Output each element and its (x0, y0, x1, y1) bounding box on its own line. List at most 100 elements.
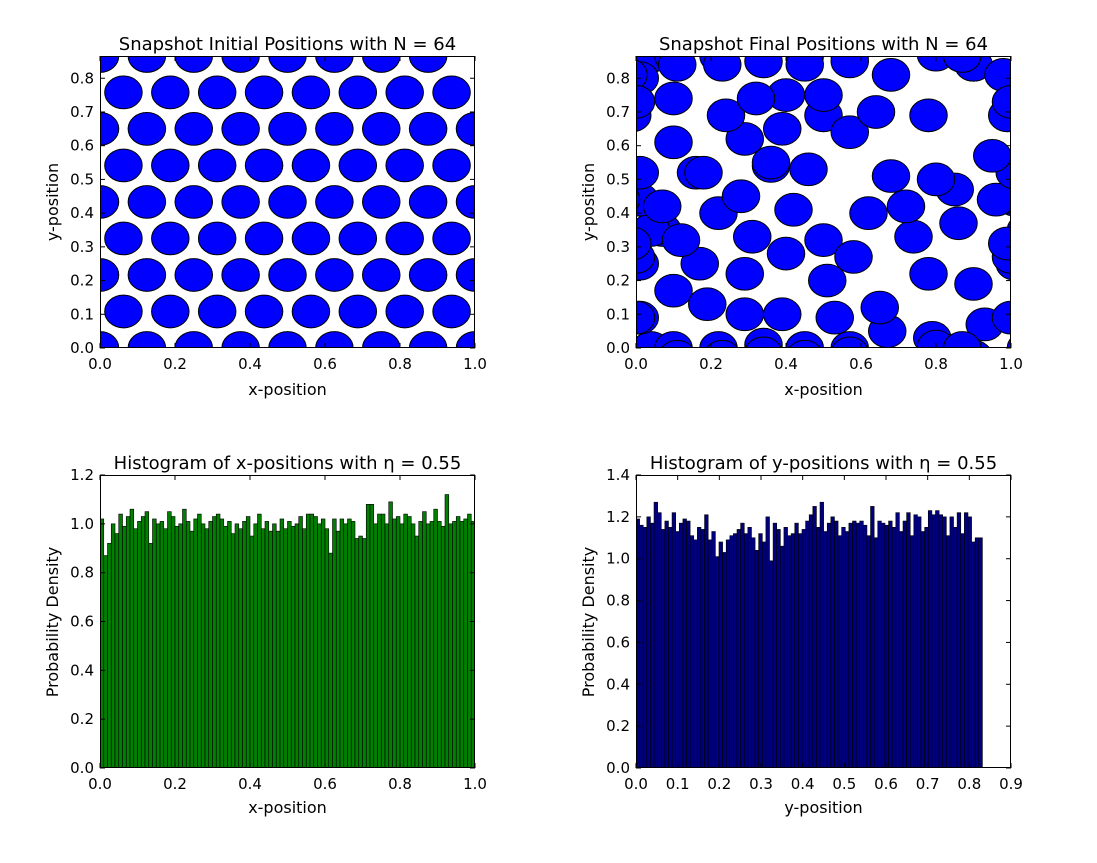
y-tick-label: 0.0 (606, 759, 630, 777)
initial-positions-chart: 0.0 0.2 0.4 0.6 0.8 1.0 0.0 0.1 0.2 0.3 0.4 0.5 0.6 0… (43, 34, 487, 399)
histogram-bar (707, 539, 713, 768)
histogram-bar (639, 524, 644, 768)
x-tick-label: 0.6 (849, 355, 873, 373)
histogram-bar (152, 518, 157, 768)
particle-marker (939, 206, 978, 241)
histogram-bar (118, 513, 123, 768)
histogram-bar (650, 522, 655, 768)
particle-marker (432, 75, 471, 110)
particle-marker (636, 59, 648, 91)
histogram-bar (219, 518, 225, 768)
x-tick-label: 0.0 (624, 355, 648, 373)
particle-marker (973, 138, 1011, 173)
particle-marker (991, 300, 1011, 335)
histogram-bar (780, 545, 785, 768)
histogram-bar (395, 516, 401, 768)
particle-marker (886, 189, 926, 224)
histogram-bar (801, 529, 806, 768)
y-tick-label: 0.0 (606, 339, 630, 357)
particle-marker (338, 148, 378, 183)
y-tick-label: 1.4 (606, 466, 630, 484)
histogram-bar (787, 535, 792, 768)
particle-marker (725, 297, 764, 332)
histogram-bar (208, 521, 213, 768)
histogram-bar (418, 521, 423, 768)
particle-marker (909, 98, 948, 133)
x-tick-label: 0.6 (313, 775, 337, 793)
histogram-bar (129, 508, 135, 768)
particle-marker (385, 75, 424, 110)
histogram-bar (253, 523, 258, 768)
histogram-bar (377, 513, 382, 768)
particle-marker (654, 81, 693, 116)
particle-marker (916, 162, 956, 197)
histogram-bar (657, 512, 662, 768)
particle-marker (909, 256, 948, 291)
particle-marker (751, 145, 791, 180)
histogram-bar (459, 521, 465, 768)
histogram-bar (324, 528, 330, 768)
y-tick-label: 0.4 (606, 675, 630, 693)
x-tick-label: 0.2 (163, 355, 187, 373)
histogram-bar (133, 528, 138, 768)
histogram-bar (935, 510, 940, 768)
particle-marker (100, 112, 120, 146)
x-tick-label: 0.2 (699, 355, 723, 373)
histogram-bar (664, 520, 669, 768)
y-tick-label: 0.8 (70, 564, 94, 582)
chart-title: Snapshot Initial Positions with N = 64 (119, 34, 456, 55)
particle-marker (871, 58, 911, 92)
particle-marker (197, 148, 237, 183)
x-tick-label: 0.3 (749, 775, 773, 793)
histogram-bar (410, 523, 416, 768)
histogram-bar (230, 533, 236, 768)
histogram-bar (373, 523, 378, 768)
particle-marker (706, 98, 746, 133)
particle-marker (643, 189, 682, 224)
histogram-bar (320, 518, 326, 768)
histogram-bar (891, 527, 897, 768)
particle-marker (100, 258, 120, 292)
histogram-bar (686, 520, 691, 768)
x-tick-label: 0.1 (666, 775, 690, 793)
histogram-bar (362, 538, 367, 768)
x-tick-label: 0.4 (774, 355, 798, 373)
histogram-bar (440, 525, 446, 768)
histogram-bar (675, 531, 680, 768)
histogram-bar (369, 503, 375, 768)
histogram-bar (682, 518, 687, 768)
histogram-bar (733, 533, 738, 768)
histogram-bar (909, 535, 915, 768)
particle-marker (432, 221, 471, 256)
particle-marker (432, 294, 471, 329)
histogram-bar (938, 514, 944, 768)
particle-marker (244, 148, 284, 183)
histogram-bar (155, 523, 161, 768)
histogram-bar (384, 523, 390, 768)
histogram-bar (946, 535, 951, 768)
histogram-bar (257, 513, 262, 768)
histogram-bar (805, 520, 810, 768)
particle-marker (860, 290, 899, 325)
histogram-bar (826, 522, 832, 768)
particle-marker (338, 75, 378, 110)
histogram-bar (819, 501, 824, 768)
histogram-bar (913, 514, 918, 768)
histogram-bar (268, 530, 273, 768)
histogram-bar (697, 527, 702, 768)
x-tick-label: 1.0 (463, 775, 487, 793)
histogram-bar (729, 535, 734, 768)
particle-marker (362, 112, 401, 146)
particle-marker (244, 75, 284, 110)
histogram-bar (365, 503, 371, 768)
histogram-bar (646, 516, 651, 768)
x-axis-label: y-position (784, 798, 862, 817)
y-tick-label: 0.3 (70, 238, 94, 256)
y-tick-label: 0.8 (70, 69, 94, 87)
histogram-bar (974, 537, 980, 768)
particle-marker (976, 182, 1011, 217)
particle-marker (127, 258, 167, 292)
x-tick-label: 0.8 (924, 355, 948, 373)
histogram-bar (215, 513, 221, 768)
particle-marker (774, 192, 813, 227)
